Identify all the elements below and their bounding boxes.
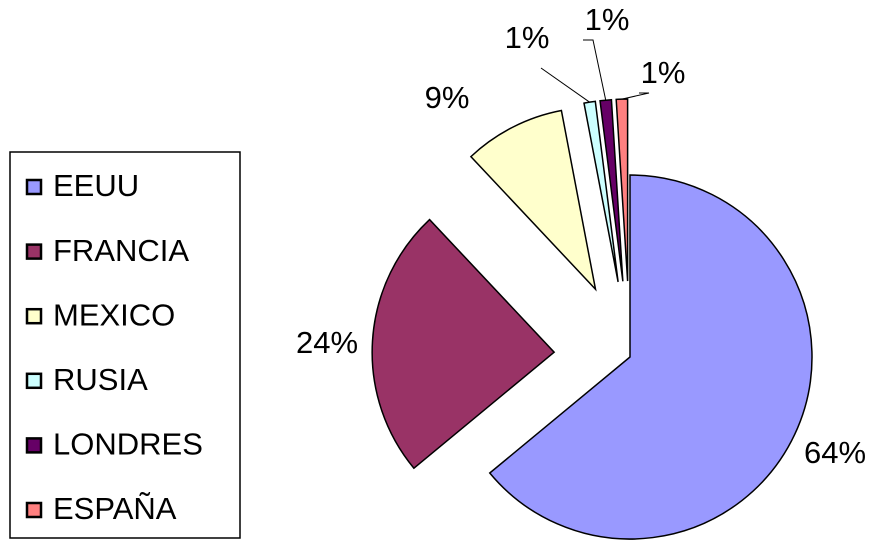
legend-swatch <box>25 307 43 325</box>
legend-swatch <box>25 372 43 390</box>
data-label: 64% <box>804 435 866 470</box>
data-label: 1% <box>505 20 550 55</box>
data-label: 1% <box>641 55 686 90</box>
legend-label: MEXICO <box>53 297 175 332</box>
leader-line <box>621 92 650 100</box>
legend-swatch <box>25 501 43 519</box>
legend-label: LONDRES <box>53 427 203 462</box>
legend-label: EEUU <box>53 168 139 203</box>
data-label: 24% <box>296 325 358 360</box>
legend-swatch <box>25 437 43 454</box>
legend-label: ESPAÑA <box>53 491 177 526</box>
legend-label: RUSIA <box>53 362 148 397</box>
pie-slice <box>371 218 556 470</box>
legend-swatch <box>25 243 43 260</box>
legend-label: FRANCIA <box>53 233 189 268</box>
pie-slice <box>469 109 597 292</box>
data-label: 9% <box>425 80 470 115</box>
leader-line <box>583 39 607 101</box>
leader-line <box>540 67 590 103</box>
legend-swatch <box>25 178 43 196</box>
pie-slice <box>488 174 813 540</box>
data-label: 1% <box>585 2 630 37</box>
legend-box <box>9 151 241 539</box>
pie-slice <box>615 98 629 282</box>
